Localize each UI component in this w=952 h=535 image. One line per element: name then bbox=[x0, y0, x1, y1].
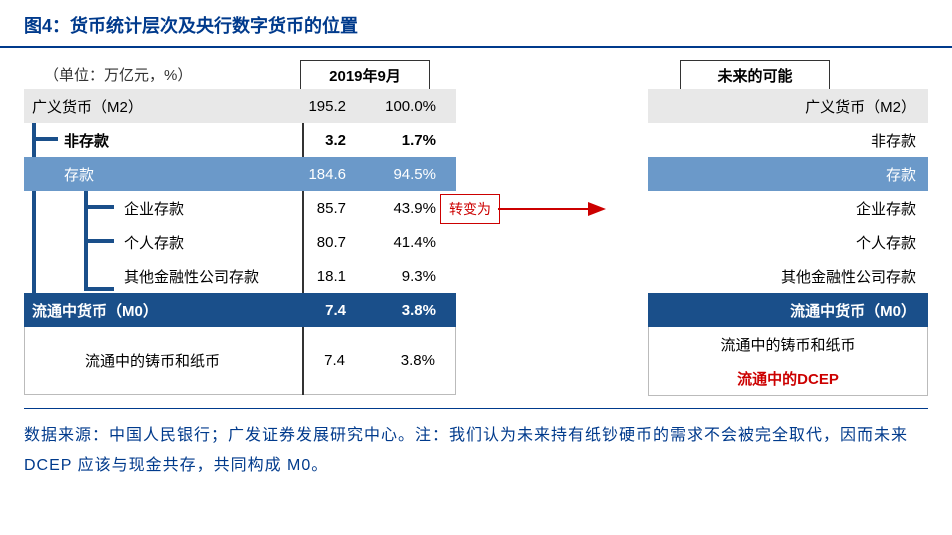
row-value-2: 94.5% bbox=[366, 166, 436, 183]
row-value-2: 1.7% bbox=[366, 132, 436, 149]
left-row: 广义货币（M2） 195.2 100.0% bbox=[24, 89, 456, 123]
right-row: 流通中的DCEP bbox=[649, 361, 927, 395]
row-value-1: 18.1 bbox=[286, 268, 346, 285]
row-label: 流通中的铸币和纸币 bbox=[25, 350, 220, 371]
source-text: 数据来源：中国人民银行；广发证券发展研究中心。注：我们认为未来持有纸钞硬币的需求… bbox=[0, 409, 952, 482]
row-label: 广义货币（M2） bbox=[24, 96, 143, 117]
row-label: 流通中的铸币和纸币 bbox=[720, 334, 855, 355]
right-row: 广义货币（M2） bbox=[648, 89, 928, 123]
right-row: 企业存款 bbox=[648, 191, 928, 225]
left-row: 其他金融性公司存款 18.1 9.3% bbox=[24, 259, 456, 293]
row-label: 存款 bbox=[24, 164, 94, 185]
row-value-1: 3.2 bbox=[286, 132, 346, 149]
row-label: 企业存款 bbox=[856, 198, 916, 219]
right-row: 流通中的铸币和纸币 bbox=[649, 327, 927, 361]
row-value-1: 184.6 bbox=[286, 166, 346, 183]
row-label: 非存款 bbox=[871, 130, 916, 151]
right-row: 非存款 bbox=[648, 123, 928, 157]
row-value-2: 9.3% bbox=[366, 268, 436, 285]
row-value-1: 85.7 bbox=[286, 200, 346, 217]
row-label: 其他金融性公司存款 bbox=[24, 266, 259, 287]
arrow-label: 转变为 bbox=[440, 194, 500, 224]
row-label: 个人存款 bbox=[24, 232, 184, 253]
left-row: 存款 184.6 94.5% bbox=[24, 157, 456, 191]
row-value-1: 195.2 bbox=[286, 98, 346, 115]
right-row: 流通中货币（M0） bbox=[648, 293, 928, 327]
panel-right: 广义货币（M2） 非存款存款企业存款个人存款其他金融性公司存款流通中货币（M0） 流… bbox=[648, 89, 928, 396]
header-right-box: 未来的可能 bbox=[680, 60, 830, 91]
row-label: 流通中的DCEP bbox=[737, 368, 839, 389]
arrow-icon bbox=[498, 194, 608, 224]
left-row: 流通中货币（M0） 7.4 3.8% bbox=[24, 293, 456, 327]
row-label: 流通中货币（M0） bbox=[790, 300, 916, 321]
row-value-2: 100.0% bbox=[366, 98, 436, 115]
right-row: 存款 bbox=[648, 157, 928, 191]
row-label: 个人存款 bbox=[856, 232, 916, 253]
row-label: 其他金融性公司存款 bbox=[781, 266, 916, 287]
row-value-1: 7.4 bbox=[286, 302, 346, 319]
row-label: 存款 bbox=[886, 164, 916, 185]
transform-arrow: 转变为 bbox=[440, 194, 608, 224]
row-label: 流通中货币（M0） bbox=[24, 300, 158, 321]
row-value-2: 41.4% bbox=[366, 234, 436, 251]
row-value-2: 3.8% bbox=[366, 302, 436, 319]
row-label: 非存款 bbox=[24, 130, 109, 151]
right-row: 个人存款 bbox=[648, 225, 928, 259]
row-value-1: 80.7 bbox=[286, 234, 346, 251]
left-row: 企业存款 85.7 43.9% bbox=[24, 191, 456, 225]
panels-container: 广义货币（M2） 195.2 100.0% 非存款 3.2 1.7% 存款 184.6 94.5… bbox=[24, 89, 928, 396]
row-value-1: 7.4 bbox=[285, 352, 345, 369]
left-row: 流通中的铸币和纸币 7.4 3.8% bbox=[25, 344, 455, 378]
left-row: 非存款 3.2 1.7% bbox=[24, 123, 456, 157]
row-label: 企业存款 bbox=[24, 198, 184, 219]
left-row: 个人存款 80.7 41.4% bbox=[24, 225, 456, 259]
figure-title: 图4：货币统计层次及央行数字货币的位置 bbox=[0, 0, 952, 48]
header-left-box: 2019年9月 bbox=[300, 60, 430, 91]
content-area: （单位：万亿元，%） 2019年9月 未来的可能 广义货币（M2）195.210… bbox=[0, 48, 952, 408]
right-row: 其他金融性公司存款 bbox=[648, 259, 928, 293]
row-value-2: 3.8% bbox=[365, 352, 435, 369]
panel-left: 广义货币（M2） 195.2 100.0% 非存款 3.2 1.7% 存款 184.6 94.5… bbox=[24, 89, 456, 395]
row-label: 广义货币（M2） bbox=[805, 96, 916, 117]
row-value-2: 43.9% bbox=[366, 200, 436, 217]
